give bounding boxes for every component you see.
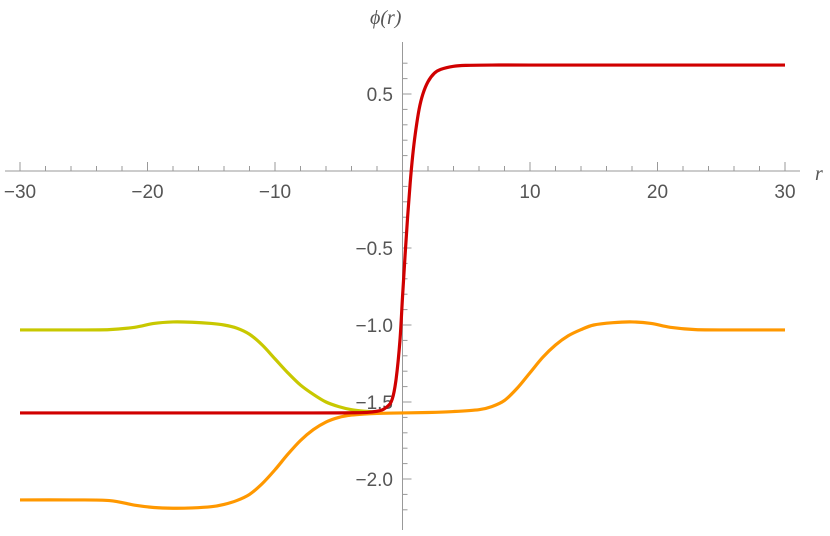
y-tick-label: −0.5 (355, 239, 393, 260)
x-tick-label: 10 (519, 182, 540, 203)
series-yellow-line (19, 320, 378, 414)
y-tick-label: −1.0 (355, 316, 393, 337)
axes: −30 −20 −10 10 20 30 0.5−0.5−1.0−1.5−2.0 r ϕ(… (4, 7, 823, 530)
x-tick-label: 20 (647, 182, 668, 203)
y-tick-label: 0.5 (367, 85, 393, 106)
x-tick-label: −30 (4, 182, 36, 203)
x-tick-label: −10 (259, 182, 291, 203)
y-axis-label: ϕ(r) (370, 7, 402, 29)
y-tick-labels: 0.5−0.5−1.0−1.5−2.0 (355, 85, 393, 491)
series-red-line (19, 63, 785, 415)
plot-series (19, 63, 786, 510)
x-tick-labels: −30 −20 −10 10 20 30 (4, 182, 796, 203)
x-ticks (19, 162, 786, 171)
x-tick-label: −20 (131, 182, 163, 203)
x-axis-label: r (815, 163, 823, 185)
y-tick-label: −2.0 (355, 470, 393, 491)
series-orange-line (19, 320, 786, 510)
x-tick-label: 30 (774, 182, 795, 203)
